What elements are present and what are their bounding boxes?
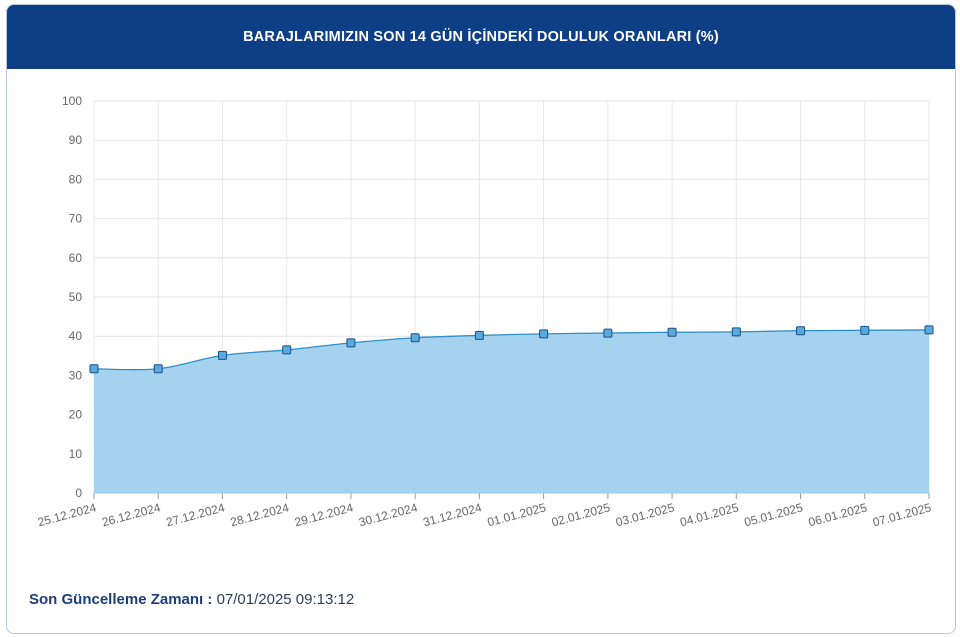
- y-tick-label: 80: [69, 172, 83, 186]
- x-tick-label: 27.12.2024: [165, 500, 227, 529]
- x-tick-label: 02.01.2025: [550, 500, 612, 529]
- x-tick-label: 05.01.2025: [743, 500, 805, 529]
- x-tick-label: 26.12.2024: [100, 500, 162, 529]
- series-line: [93, 329, 930, 371]
- x-tick-label: 03.01.2025: [614, 500, 676, 529]
- y-tick-label: 60: [69, 251, 83, 265]
- y-tick-label: 90: [69, 133, 83, 147]
- chart-header: BARAJLARIMIZIN SON 14 GÜN İÇİNDEKİ DOLUL…: [7, 5, 955, 69]
- data-point-25.12.2024[interactable]: [89, 364, 99, 374]
- data-point-01.01.2025[interactable]: [539, 329, 549, 339]
- data-point-31.12.2024[interactable]: [474, 330, 484, 340]
- y-axis-ticks: 0 10 20 30 40 50 60 70 80 90 100: [62, 94, 82, 500]
- series-markers: [89, 325, 934, 374]
- chart-plot: 0 10 20 30 40 50 60 70 80 90 100 25.12.2024 26.12.2…: [36, 94, 934, 529]
- data-point-07.01.2025[interactable]: [924, 325, 934, 335]
- last-update-label: Son Güncelleme Zamanı :: [29, 591, 213, 608]
- last-update: Son Güncelleme Zamanı : 07/01/2025 09:13…: [29, 591, 354, 608]
- data-point-03.01.2025[interactable]: [667, 327, 677, 337]
- y-tick-label: 0: [75, 486, 82, 500]
- x-tick-label: 29.12.2024: [293, 500, 355, 529]
- y-tick-label: 40: [69, 329, 83, 343]
- x-tick-label: 06.01.2025: [807, 500, 869, 529]
- chart-card: BARAJLARIMIZIN SON 14 GÜN İÇİNDEKİ DOLUL…: [6, 4, 956, 634]
- data-point-06.01.2025[interactable]: [860, 325, 870, 335]
- y-tick-label: 20: [69, 408, 83, 422]
- data-point-02.01.2025[interactable]: [603, 328, 613, 338]
- x-tick-label: 25.12.2024: [36, 500, 98, 529]
- data-point-28.12.2024[interactable]: [282, 345, 292, 355]
- y-tick-label: 30: [69, 368, 83, 382]
- x-axis-ticks: 25.12.2024 26.12.2024 27.12.2024 28.12.2024…: [36, 500, 933, 529]
- chart-title: BARAJLARIMIZIN SON 14 GÜN İÇİNDEKİ DOLUL…: [243, 29, 719, 45]
- data-point-29.12.2024[interactable]: [346, 338, 356, 348]
- x-tick-label: 07.01.2025: [871, 500, 933, 529]
- x-tick-label: 01.01.2025: [486, 500, 548, 529]
- data-point-04.01.2025[interactable]: [731, 327, 741, 337]
- y-tick-label: 10: [69, 447, 83, 461]
- x-tick-label: 31.12.2024: [422, 500, 484, 529]
- y-tick-label: 50: [69, 290, 83, 304]
- x-tick-label: 04.01.2025: [678, 500, 740, 529]
- y-tick-label: 100: [62, 94, 82, 108]
- data-point-30.12.2024[interactable]: [410, 333, 420, 343]
- x-tick-label: 28.12.2024: [229, 500, 291, 529]
- data-point-27.12.2024[interactable]: [217, 350, 227, 360]
- y-tick-label: 70: [69, 212, 83, 226]
- series-area: [94, 329, 929, 493]
- data-point-26.12.2024[interactable]: [153, 364, 163, 374]
- data-point-05.01.2025[interactable]: [796, 326, 806, 336]
- x-tick-label: 30.12.2024: [357, 500, 419, 529]
- last-update-value: 07/01/2025 09:13:12: [216, 591, 355, 608]
